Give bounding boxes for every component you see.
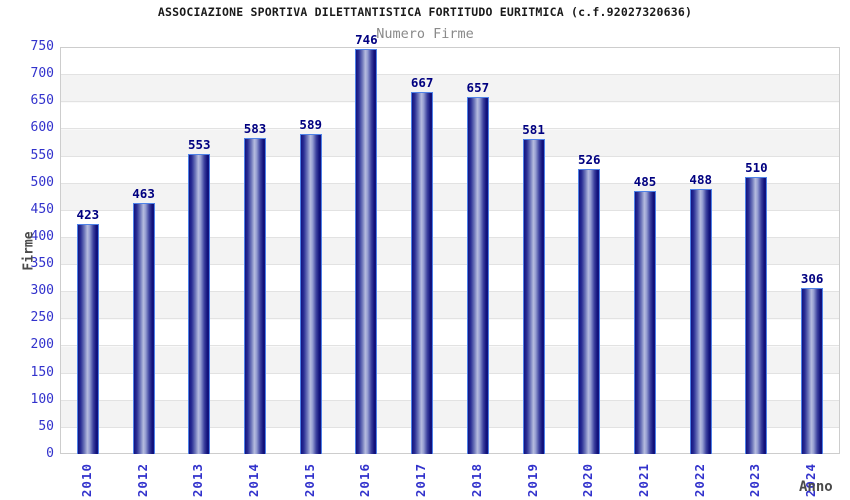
value-label-2012: 463 bbox=[132, 185, 155, 201]
y-tick-label-300: 300 bbox=[30, 283, 54, 299]
bar-2024 bbox=[801, 287, 824, 454]
gridline-y-200 bbox=[61, 345, 839, 347]
value-label-2017: 667 bbox=[410, 75, 434, 91]
bar-2021 bbox=[634, 190, 656, 454]
x-tick-label-2019: 2019 bbox=[524, 463, 540, 498]
x-tick-label-2020: 2020 bbox=[580, 463, 596, 498]
x-tick-label-2010: 2010 bbox=[78, 463, 94, 498]
x-tick-label-2012: 2012 bbox=[134, 463, 150, 498]
x-tick-label-2014: 2014 bbox=[246, 463, 261, 498]
plot-area bbox=[60, 47, 840, 454]
y-tick-label-150: 150 bbox=[30, 364, 54, 380]
value-label-2019: 581 bbox=[522, 121, 545, 137]
y-tick-label-750: 750 bbox=[30, 39, 54, 54]
y-tick-label-600: 600 bbox=[30, 120, 54, 136]
value-label-2016: 746 bbox=[355, 32, 378, 48]
y-tick-label-400: 400 bbox=[30, 228, 54, 244]
y-tick-label-350: 350 bbox=[30, 256, 54, 272]
bar-2015 bbox=[299, 134, 322, 454]
bar-2012 bbox=[132, 202, 155, 454]
x-tick-label-2023: 2023 bbox=[747, 463, 763, 498]
value-label-2018: 657 bbox=[466, 80, 490, 96]
y-axis-title: Firme bbox=[21, 231, 37, 271]
x-tick-label-2022: 2022 bbox=[691, 463, 707, 498]
value-label-2015: 589 bbox=[299, 117, 322, 133]
value-label-2014: 583 bbox=[243, 120, 267, 136]
y-tick-label-100: 100 bbox=[30, 391, 54, 407]
x-axis-title: Anno bbox=[799, 479, 833, 495]
chart-title: ASSOCIAZIONE SPORTIVA DILETTANTISTICA FO… bbox=[157, 5, 693, 19]
y-tick-label-550: 550 bbox=[30, 147, 54, 163]
value-label-2023: 510 bbox=[745, 160, 768, 176]
x-tick-label-2021: 2021 bbox=[636, 463, 651, 498]
x-tick-label-2015: 2015 bbox=[301, 463, 317, 498]
gridline-y-700 bbox=[61, 74, 839, 76]
bar-2014 bbox=[244, 137, 266, 454]
value-label-2021: 485 bbox=[633, 173, 657, 189]
y-tick-label-500: 500 bbox=[30, 174, 54, 190]
y-tick-label-250: 250 bbox=[30, 310, 54, 326]
x-tick-label-2013: 2013 bbox=[190, 463, 206, 498]
x-tick-label-2016: 2016 bbox=[357, 463, 373, 498]
gridline-y-50 bbox=[61, 426, 839, 428]
y-tick-label-700: 700 bbox=[30, 66, 54, 82]
value-label-2020: 526 bbox=[577, 151, 601, 167]
gridline-y-250 bbox=[61, 318, 839, 320]
gridline-y-650 bbox=[61, 101, 839, 103]
gridline-y-600 bbox=[61, 128, 839, 130]
gridline-y-350 bbox=[61, 264, 839, 266]
gridline-y-500 bbox=[61, 182, 839, 184]
bar-2016 bbox=[355, 49, 378, 454]
value-label-2024: 306 bbox=[800, 270, 824, 286]
y-tick-label-450: 450 bbox=[30, 201, 54, 217]
bar-2010 bbox=[76, 224, 99, 454]
gridline-y-550 bbox=[61, 155, 839, 157]
gridline-y-100 bbox=[61, 399, 839, 401]
bar-2018 bbox=[466, 97, 489, 454]
y-tick-label-0: 0 bbox=[46, 446, 54, 461]
gridline-y-300 bbox=[61, 291, 839, 293]
x-tick-label-2017: 2017 bbox=[413, 463, 429, 498]
y-tick-label-650: 650 bbox=[30, 93, 54, 109]
value-label-2013: 553 bbox=[187, 136, 211, 152]
gridline-y-450 bbox=[61, 209, 839, 211]
y-tick-label-200: 200 bbox=[30, 337, 54, 353]
bar-2019 bbox=[522, 138, 545, 454]
gridline-y-150 bbox=[61, 372, 839, 374]
bar-2022 bbox=[689, 189, 712, 454]
chart-subtitle: Numero Firme bbox=[376, 26, 474, 42]
bar-2020 bbox=[578, 168, 601, 454]
value-label-2022: 488 bbox=[689, 172, 712, 188]
bar-2013 bbox=[188, 153, 211, 454]
bar-2017 bbox=[411, 92, 434, 454]
x-tick-label-2018: 2018 bbox=[468, 463, 484, 498]
bar-2023 bbox=[745, 177, 768, 454]
value-label-2010: 423 bbox=[76, 207, 100, 223]
y-tick-label-50: 50 bbox=[38, 418, 54, 434]
gridline-y-400 bbox=[61, 236, 839, 238]
